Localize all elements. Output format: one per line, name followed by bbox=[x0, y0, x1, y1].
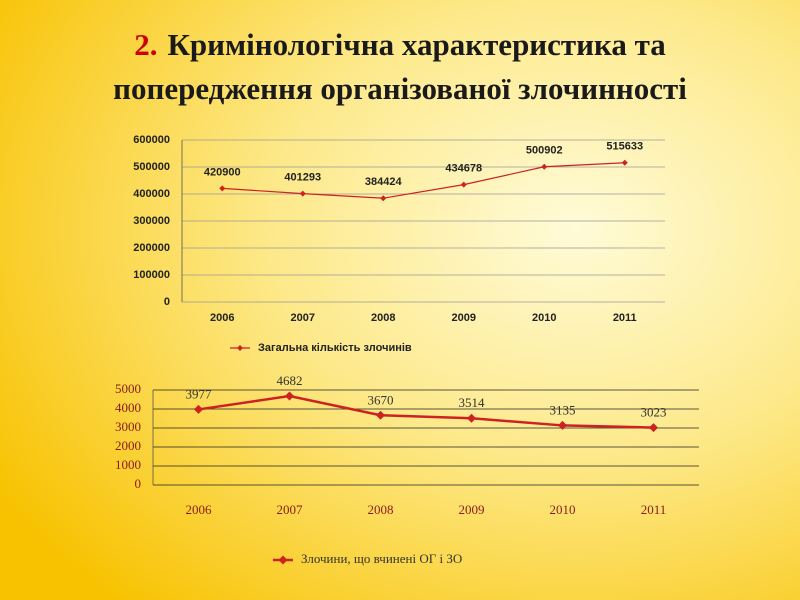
marker bbox=[460, 181, 467, 188]
marker bbox=[649, 423, 658, 433]
y-tick-label: 600000 bbox=[133, 134, 170, 146]
x-tick-label: 2007 bbox=[291, 312, 315, 324]
legend-label: Загальна кількість злочинів bbox=[258, 342, 412, 354]
marker bbox=[285, 391, 294, 401]
data-label: 420900 bbox=[204, 166, 241, 178]
y-tick-label: 3000 bbox=[115, 419, 141, 434]
y-tick-label: 4000 bbox=[115, 400, 141, 415]
x-tick-label: 2010 bbox=[550, 502, 576, 517]
marker bbox=[299, 190, 306, 197]
data-label: 3135 bbox=[550, 402, 576, 417]
x-tick-label: 2006 bbox=[210, 312, 234, 324]
y-tick-label: 0 bbox=[135, 476, 142, 491]
marker bbox=[467, 413, 476, 423]
y-tick-label: 400000 bbox=[133, 188, 170, 200]
y-tick-label: 100000 bbox=[133, 269, 170, 281]
y-tick-label: 500000 bbox=[133, 161, 170, 173]
title-line: Кримінологічна характеристика та bbox=[167, 27, 666, 62]
marker bbox=[558, 420, 567, 430]
x-tick-label: 2009 bbox=[452, 312, 476, 324]
marker bbox=[621, 159, 628, 166]
marker bbox=[219, 185, 226, 192]
x-tick-label: 2007 bbox=[277, 502, 304, 517]
slide-title: 2. Кримінологічна характеристика та bbox=[134, 27, 666, 62]
x-tick-label: 2010 bbox=[532, 312, 556, 324]
legend-marker bbox=[237, 345, 243, 351]
data-label: 3023 bbox=[641, 405, 667, 420]
x-tick-label: 2009 bbox=[459, 502, 485, 517]
x-tick-label: 2008 bbox=[368, 502, 394, 517]
y-tick-label: 200000 bbox=[133, 242, 170, 254]
chart: 0 100000 200000 300000 400000 500000 600000 200… bbox=[133, 134, 665, 354]
marker bbox=[380, 195, 387, 202]
x-tick-label: 2006 bbox=[186, 502, 213, 517]
data-label: 401293 bbox=[284, 172, 321, 184]
data-label: 3977 bbox=[186, 386, 213, 401]
data-label: 434678 bbox=[445, 163, 482, 175]
data-label: 500902 bbox=[526, 145, 563, 157]
legend-marker bbox=[278, 555, 288, 565]
x-tick-label: 2008 bbox=[371, 312, 395, 324]
data-label: 3670 bbox=[368, 392, 394, 407]
data-label: 384424 bbox=[365, 176, 403, 188]
marker bbox=[541, 163, 548, 170]
data-label: 515633 bbox=[606, 141, 643, 153]
slide-number: 2. bbox=[134, 27, 157, 62]
line bbox=[222, 162, 625, 199]
marker bbox=[194, 404, 203, 414]
y-tick-label: 2000 bbox=[115, 438, 141, 453]
y-tick-label: 0 bbox=[164, 296, 170, 308]
y-tick-label: 1000 bbox=[115, 457, 141, 472]
chart: 0 1000 2000 3000 4000 5000 2006 2007 2008 2009 201… bbox=[115, 373, 699, 566]
marker bbox=[376, 410, 385, 420]
x-tick-label: 2011 bbox=[641, 502, 667, 517]
data-label: 4682 bbox=[277, 373, 303, 388]
title-line: попередження організованої злочинності bbox=[113, 71, 687, 106]
y-tick-label: 300000 bbox=[133, 215, 170, 227]
line bbox=[198, 394, 654, 429]
y-tick-label: 5000 bbox=[115, 381, 141, 396]
x-tick-label: 2011 bbox=[613, 312, 637, 324]
legend-label: Злочини, що вчинені ОГ і ЗО bbox=[301, 551, 462, 566]
data-label: 3514 bbox=[459, 395, 486, 410]
